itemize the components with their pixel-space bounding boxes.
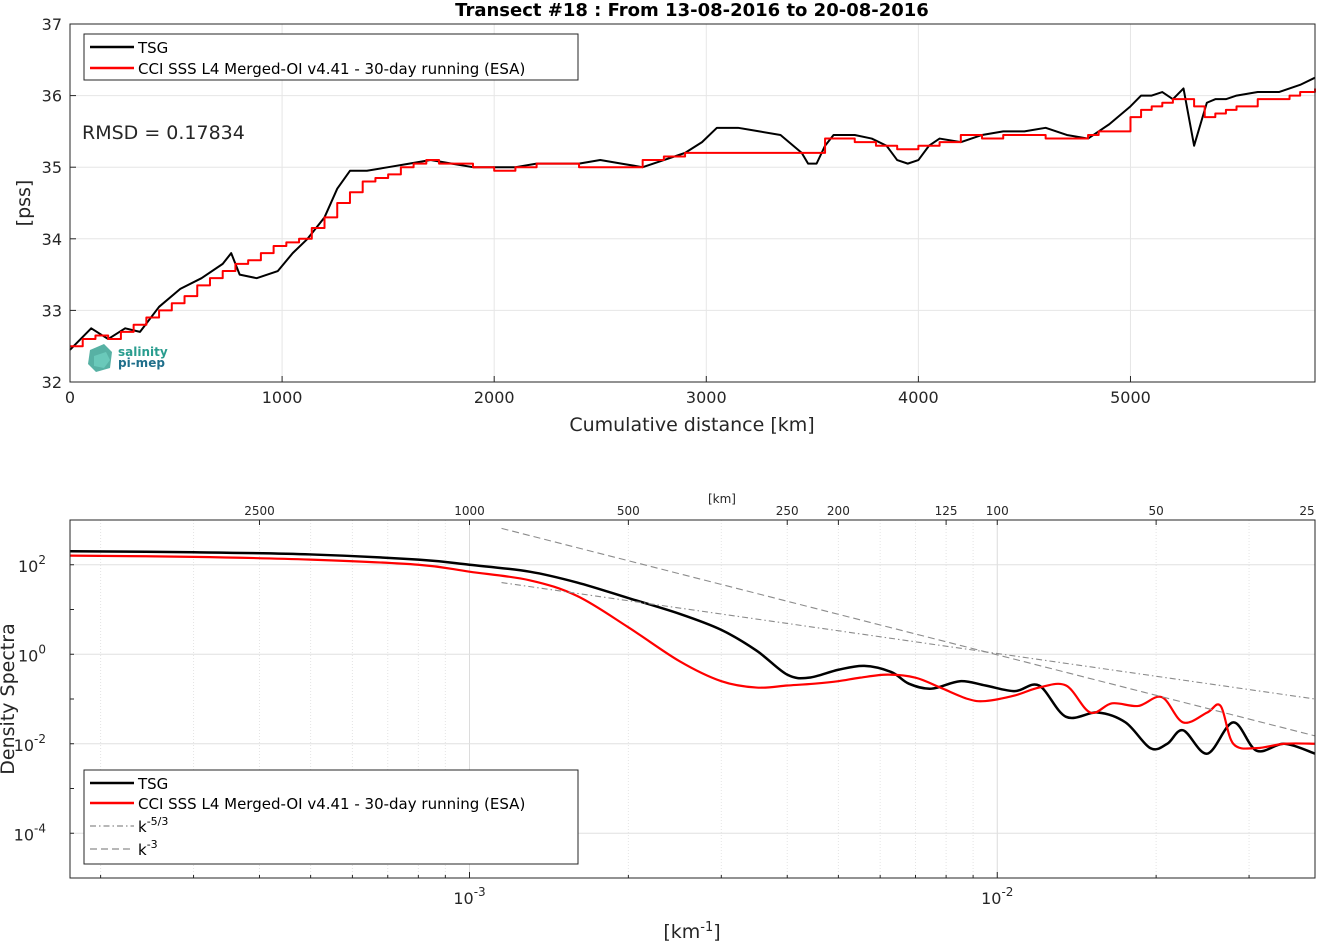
salinity-plot-frame: [69, 23, 1316, 383]
rmsd-annotation: RMSD = 0.17834: [82, 122, 245, 144]
salinity-y-axis-label: [pss]: [13, 180, 35, 227]
legend-label-tsg-spectra: TSG: [137, 775, 168, 793]
salinity-y-tick-label: 32: [42, 373, 62, 392]
spectra-top-tick-label: 50: [1148, 504, 1163, 518]
salinity-y-tick-label: 34: [42, 230, 62, 249]
spectra-y-tick-label: 102: [18, 553, 46, 576]
salinity-grid: [70, 24, 1315, 382]
logo-text-salinity: salinity: [118, 345, 168, 359]
spectra-chart: 10-3 10-2 102 100 10-2 10-4 2500 1000 500 250 200 1…: [0, 492, 1316, 942]
spectra-top-tick-label: 100: [986, 504, 1009, 518]
salinity-pi-mep-logo: salinity pi-mep: [88, 344, 168, 372]
legend-label-cci: CCI SSS L4 Merged-OI v4.41 - 30-day runn…: [138, 60, 525, 78]
salinity-y-tick-label: 35: [42, 158, 62, 177]
logo-text-pi-mep: pi-mep: [118, 356, 165, 370]
legend-label-cci-spectra: CCI SSS L4 Merged-OI v4.41 - 30-day runn…: [138, 795, 525, 813]
spectra-top-tick-label: 125: [935, 504, 958, 518]
tsg-spectrum-line: [69, 550, 1316, 755]
spectra-x-tick-label: 10-3: [453, 885, 485, 908]
spectra-legend-box: [83, 769, 579, 865]
salinity-x-tick-label: 3000: [686, 388, 727, 407]
k-5-3-reference-line: [501, 582, 1316, 700]
salinity-x-tick-label: 2000: [474, 388, 515, 407]
k-3-reference-line: [501, 527, 1316, 737]
spectra-y-tick-label: 100: [18, 642, 46, 665]
spectra-y-axis-label: Density Spectra: [0, 623, 19, 774]
spectra-top-tick-label: 500: [617, 504, 640, 518]
spectra-legend: TSG CCI SSS L4 Merged-OI v4.41 - 30-day …: [83, 769, 579, 865]
salinity-x-tick-label: 4000: [898, 388, 939, 407]
cci-series-line: [70, 88, 1316, 348]
spectra-top-tick-label: 2500: [244, 504, 275, 518]
salinity-x-tick-label: 1000: [262, 388, 303, 407]
salinity-x-tick-label: 0: [65, 388, 75, 407]
spectra-top-tick-label: 200: [827, 504, 850, 518]
spectra-plot-frame: [69, 519, 1316, 879]
tsg-series-line: [69, 76, 1316, 351]
salinity-x-axis-label: Cumulative distance [km]: [569, 414, 814, 436]
salinity-chart-title: Transect #18 : From 13-08-2016 to 20-08-…: [455, 0, 929, 21]
salinity-legend: TSG CCI SSS L4 Merged-OI v4.41 - 30-day …: [83, 33, 579, 81]
spectra-x-tick-label: 10-2: [981, 885, 1013, 908]
spectra-x-axis-label: [km-1]: [663, 920, 720, 942]
salinity-y-tick-label: 37: [42, 15, 62, 34]
salinity-y-tick-label: 33: [42, 301, 62, 320]
salinity-y-tick-label: 36: [42, 87, 62, 106]
salinity-series: [69, 76, 1316, 351]
spectra-y-tick-label: 10-2: [14, 732, 46, 755]
salinity-legend-box: [83, 33, 579, 81]
legend-label-k3: k-3: [138, 838, 158, 859]
spectra-top-tick-label: 25: [1299, 504, 1314, 518]
spectra-top-axis-label: [km]: [708, 492, 736, 506]
salinity-chart: Transect #18 : From 13-08-2016 to 20-08-…: [13, 0, 1316, 436]
spectra-top-tick-label: 1000: [454, 504, 485, 518]
spectra-top-tick-label: 250: [776, 504, 799, 518]
salinity-x-tick-label: 5000: [1110, 388, 1151, 407]
spectra-series: [69, 527, 1316, 755]
spectra-y-tick-label: 10-4: [14, 821, 46, 844]
legend-label-k53: k-5/3: [138, 815, 168, 836]
legend-label-tsg: TSG: [137, 39, 168, 57]
salinity-ticks: 0 1000 2000 3000 4000 5000 32 33 34 35 36 37: [42, 15, 1151, 407]
cci-spectrum-line: [69, 554, 1316, 750]
